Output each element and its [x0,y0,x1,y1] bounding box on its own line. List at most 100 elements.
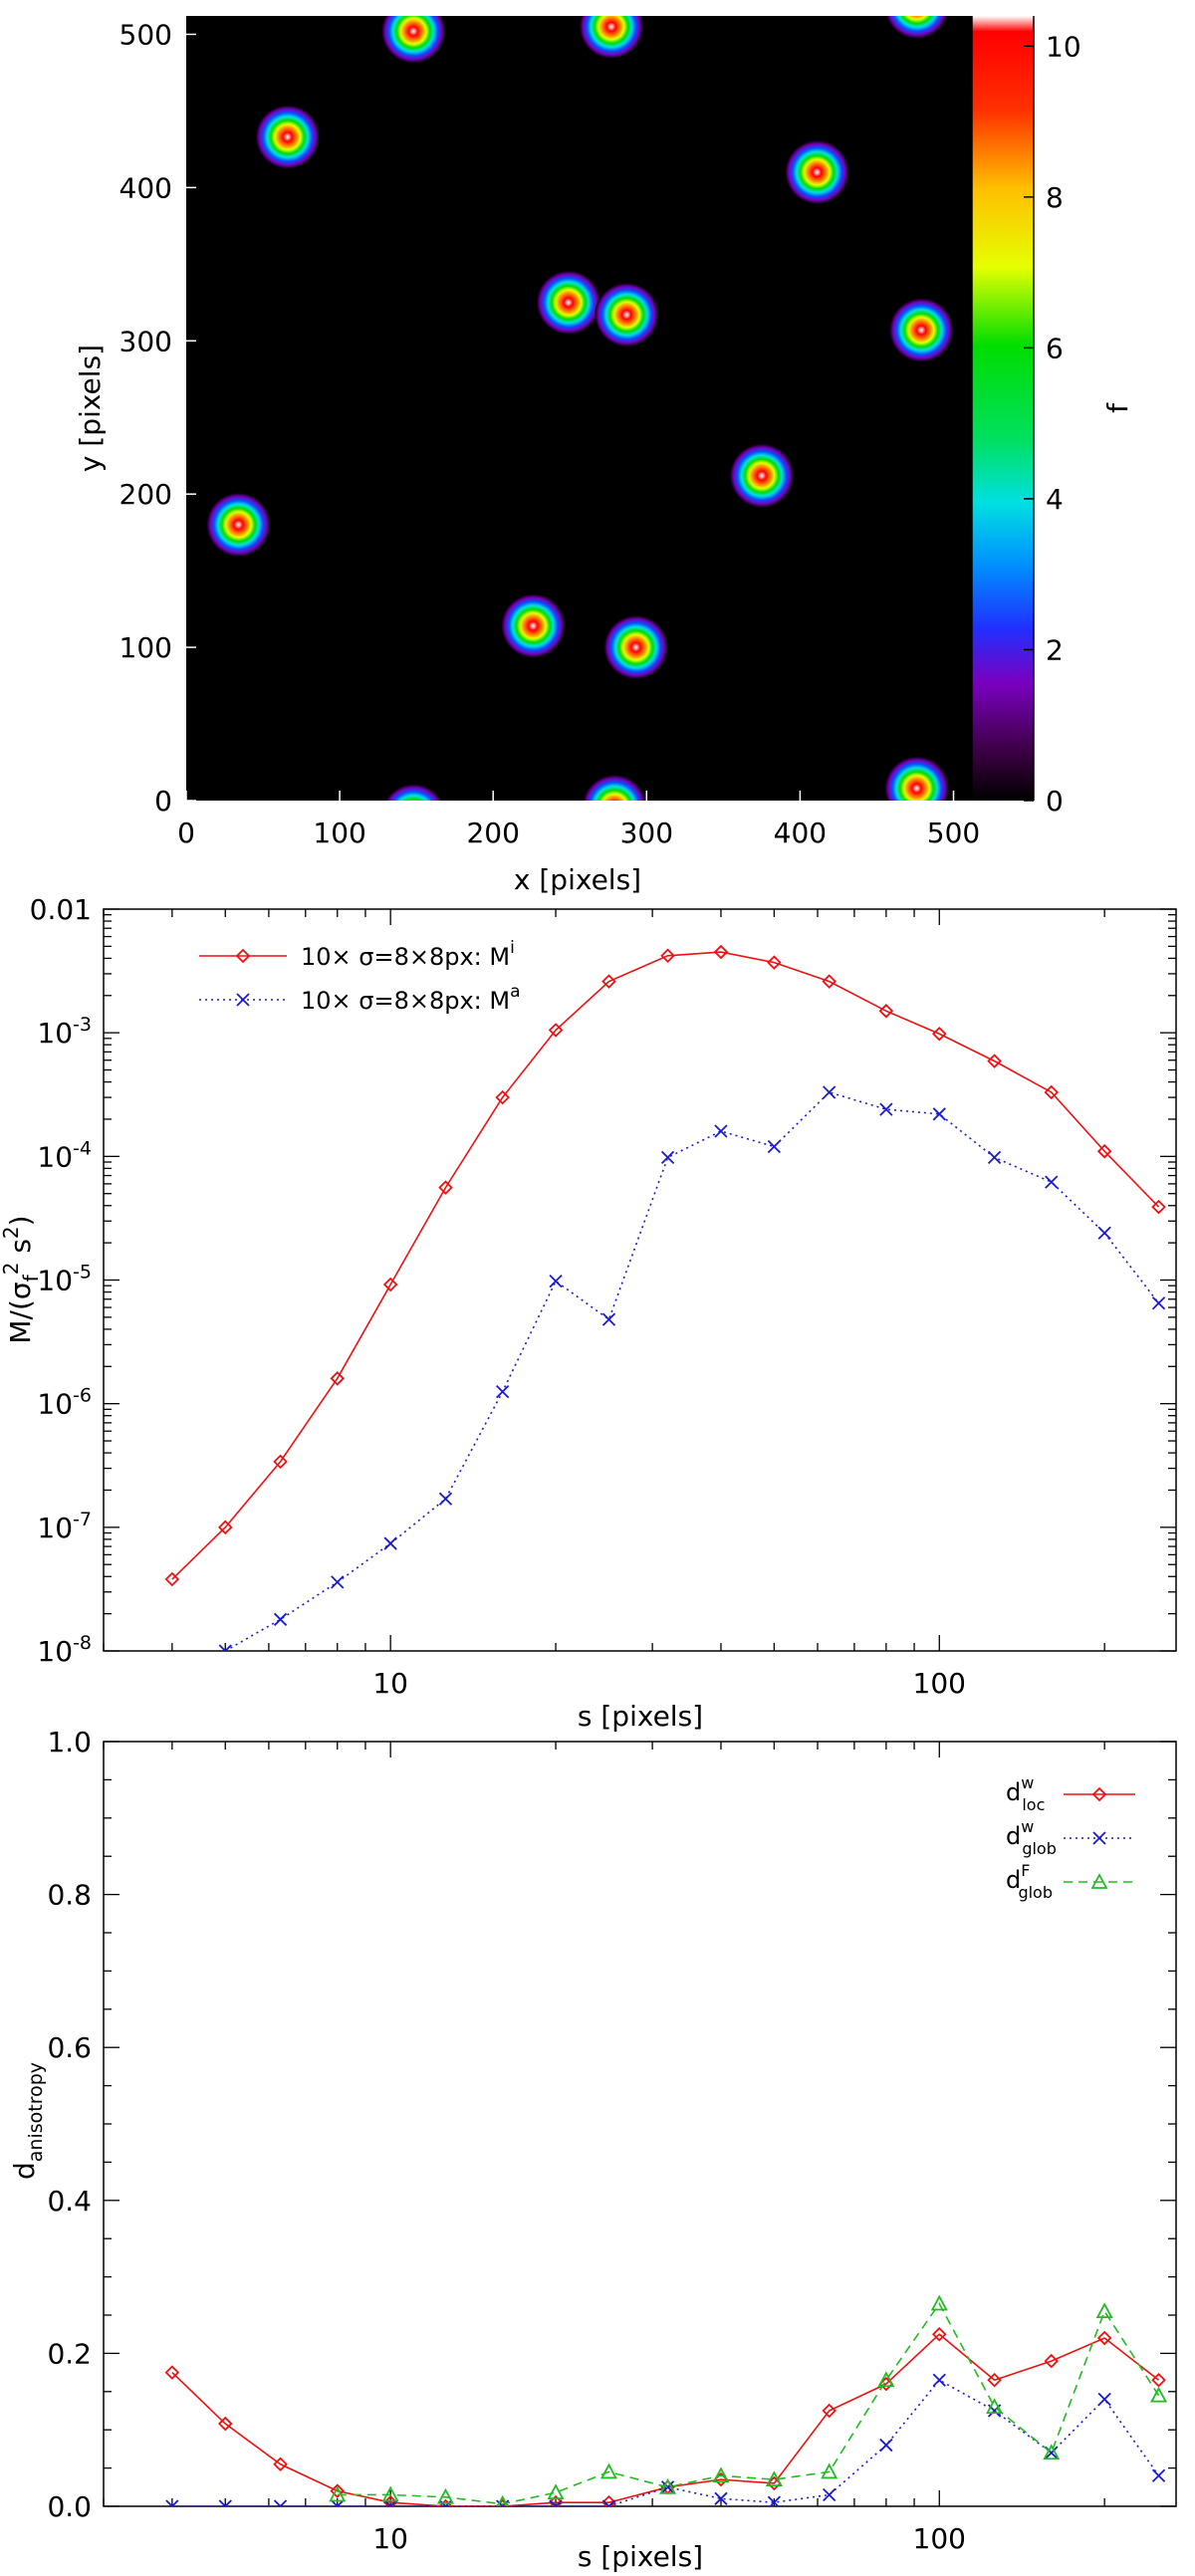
moment-series-0-point-11 [767,955,782,970]
moment-series-1-point-3 [383,1536,397,1550]
moment-series-1-point-13 [932,1107,946,1121]
anisotropy-series-0-point-17 [1096,2330,1112,2346]
anisotropy-axes: 10 100 0.0 0.2 0.4 0.6 0.8 1.0 [47,1726,1176,2555]
image-x-tick-label-1: 100 [313,817,365,849]
image-x-tick-label-2: 200 [466,817,519,849]
anisotropy-series-0-point-14 [931,2326,947,2342]
anisotropy-series-2-point-7 [712,2466,730,2483]
moment-y-tick-label-3: 10-5 [37,1262,92,1297]
anisotropy-series-1-point-18 [1151,2468,1166,2482]
anisotropy-series-2-point-9 [821,2462,838,2479]
moment-series-0-point-13 [878,1004,894,1019]
moment-x-axis-label: s [pixels] [578,1700,703,1733]
moment-series-1-point-9 [714,1124,728,1138]
colorbar-tick-label-3: 6 [1046,332,1064,364]
anisotropy-series-0-point-5 [438,2498,453,2506]
panel-moment: 10 100 10-8 10-7 10-6 10-5 10-4 10-3 0.01 10× σ=… [0,893,1177,1733]
blob-12 [884,756,949,801]
image-axes: 0 100 200 300 400 500 0 100 200 300 400 500 0 2 4 6 8 10 [120,18,1081,849]
blob-4 [785,139,849,204]
anisotropy-series-0-point-3 [330,2483,346,2498]
anisotropy-series-0-point-16 [1044,2353,1060,2369]
moment-series-1-point-1 [273,1612,288,1626]
anisotropy-series-2-point-12 [986,2398,1004,2415]
moment-series-0-point-14 [931,1026,947,1042]
moment-series-0-point-7 [548,1023,564,1038]
moment-series-0-point-2 [273,1454,288,1470]
moment-legend-marker-0 [235,948,251,964]
anisotropy-series-1-point-12 [823,2487,836,2502]
moment-y-tick-label-1: 10-7 [37,1509,92,1544]
anisotropy-series-0-point-15 [987,2373,1002,2388]
anisotropy-y-axis-label: danisotropy [8,2062,47,2180]
anisotropy-series-2-point-14 [1095,2302,1113,2319]
moment-series-0-point-5 [438,1180,453,1195]
image-x-axis-label: x [pixels] [514,863,641,896]
anisotropy-series-1-point-7 [549,2499,563,2506]
moment-legend-label-0: 10× σ=8×8px: Mi [301,938,515,971]
anisotropy-series-1-point-6 [496,2499,510,2506]
anisotropy-series-0-point-18 [1151,2373,1166,2388]
image-x-tick-label-4: 400 [774,817,827,849]
moment-series-1-point-17 [1151,1296,1166,1310]
moment-y-axis-label: M/(σf2 s2) [0,1215,43,1343]
moment-series-1-point-2 [331,1575,345,1589]
colorbar-tick-label-2: 4 [1046,483,1064,516]
moment-series-line-0 [171,951,1160,1580]
image-x-tick-label-3: 300 [620,817,673,849]
moment-series-1-point-7 [601,1312,616,1326]
blob-3 [255,105,320,169]
anisotropy-series-0-point-1 [217,2416,233,2432]
anisotropy-series-1-point-2 [273,2499,288,2506]
anisotropy-series-2-point-1 [381,2485,399,2502]
anisotropy-series-2-point-5 [599,2462,617,2479]
moment-x-tick-label-0: 10 [372,1667,408,1700]
moment-series-1-point-12 [879,1102,893,1116]
anisotropy-series-2-point-15 [1150,2386,1168,2403]
anisotropy-legend-marker-1 [1092,1831,1106,1845]
moment-series-1-point-0 [218,1644,232,1651]
blob-2 [885,16,948,39]
anisotropy-series-1-point-13 [879,2438,893,2453]
anisotropy-series-2-point-10 [877,2371,895,2388]
anisotropy-series-2-point-0 [329,2485,347,2502]
moment-legend: 10× σ=8×8px: Mi 10× σ=8×8px: Ma [199,938,521,1015]
anisotropy-series-2-point-3 [496,2494,509,2506]
image-y-tick-label-5: 500 [120,18,172,51]
anisotropy-series-0-point-0 [164,2365,180,2380]
moment-y-tick-label-0: 10-8 [37,1632,92,1668]
moment-y-tick-label-6: 0.01 [30,893,92,926]
moment-series-0-point-6 [495,1089,510,1105]
anisotropy-legend-marker-2 [1090,1873,1108,1889]
anisotropy-y-tick-label-0: 0.0 [47,2490,92,2523]
image-y-tick-label-1: 100 [120,631,172,664]
colorbar-label: f [1101,402,1134,413]
blob-10 [501,593,566,658]
blob-7 [889,298,954,362]
anisotropy-series-0-point-7 [548,2494,564,2506]
anisotropy-series-line-2 [337,2301,1160,2505]
blob-13 [385,784,442,801]
anisotropy-series [164,2294,1168,2506]
moment-series-1-point-16 [1097,1226,1111,1240]
anisotropy-series-1-point-9 [660,2480,675,2494]
moment-series-1-point-8 [660,1150,675,1165]
anisotropy-series-1-point-8 [601,2499,616,2506]
moment-series-1-point-11 [823,1085,836,1099]
moment-series-1-point-15 [1045,1175,1059,1189]
anisotropy-series-2-point-6 [659,2477,677,2494]
image-y-tick-label-0: 0 [154,785,172,818]
blob-0 [381,16,446,64]
image-x-tick-label-0: 0 [177,817,195,849]
anisotropy-series-1-point-4 [383,2499,397,2506]
moment-series-0-point-17 [1096,1143,1112,1159]
moment-series [164,944,1166,1651]
moment-series-1-point-10 [767,1139,782,1154]
moment-series-1-point-4 [438,1492,453,1506]
anisotropy-series-1-point-17 [1097,2392,1111,2407]
blob-14 [583,775,646,801]
anisotropy-series-2-point-8 [765,2470,783,2487]
moment-plot-frame [103,908,1177,1652]
anisotropy-x-axis-label: s [pixels] [578,2540,703,2573]
